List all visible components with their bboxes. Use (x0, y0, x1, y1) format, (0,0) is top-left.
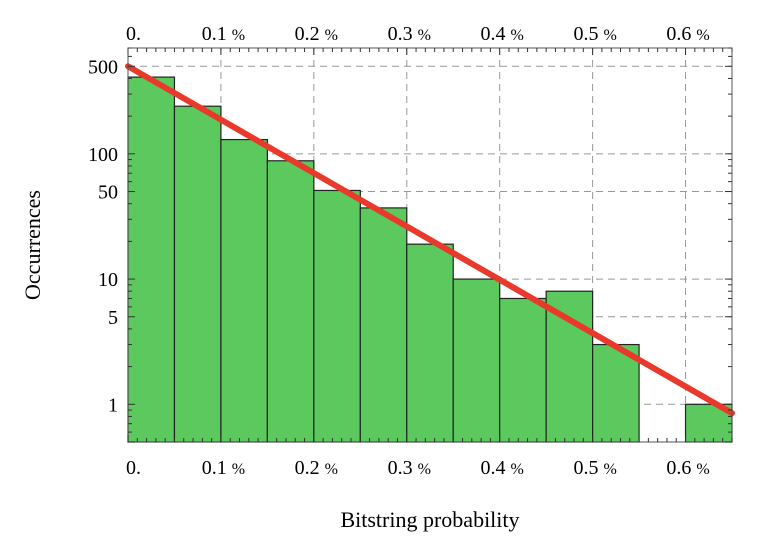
x-tick-label-bottom-value: 0.1 (202, 457, 227, 479)
histogram-bar-4 (313, 189, 361, 443)
x-tick-label-bottom-value: 0.2 (295, 457, 320, 479)
x-tick-label-bottom-value: 0. (126, 457, 141, 479)
x-tick-label-top-value: 0.6 (666, 23, 691, 45)
x-tick-label-top-unit: % (511, 27, 524, 44)
y-tick-label: 1 (108, 394, 118, 416)
x-tick-label-top-unit: % (325, 27, 338, 44)
histogram-bar-6 (406, 243, 454, 443)
x-tick-label-top-value: 0.4 (481, 23, 506, 45)
x-tick-label-top-value: 0.3 (388, 23, 413, 45)
x-tick-label-top: 0.1% (202, 23, 245, 45)
x-tick-label-bottom-value: 0.4 (481, 457, 506, 479)
x-tick-label-top-unit: % (603, 27, 616, 44)
x-tick-label-bottom-value: 0.3 (388, 457, 413, 479)
x-tick-label-top: 0.6% (666, 23, 709, 45)
x-tick-label-bottom: 0.5% (573, 457, 616, 479)
x-tick-label-top: 0.5% (573, 23, 616, 45)
x-tick-label-bottom: 0.1% (202, 457, 245, 479)
y-tick-label: 50 (98, 182, 118, 204)
x-tick-label-top-value: 0. (126, 23, 141, 45)
x-tick-label-bottom: 0.2% (295, 457, 338, 479)
axis-ticks (127, 47, 733, 443)
y-tick-label: 500 (88, 56, 118, 78)
x-tick-label-bottom-unit: % (325, 461, 338, 478)
x-tick-label-top: 0.2% (295, 23, 338, 45)
y-tick-label: 5 (108, 307, 118, 329)
y-axis-title: Occurrences (20, 190, 45, 300)
fit-line (125, 63, 735, 417)
plot-frame (127, 47, 733, 443)
fit-line-layer (125, 63, 735, 417)
histogram-bar-3 (266, 160, 315, 443)
histogram-bar-2 (220, 138, 268, 443)
x-tick-label-top-unit: % (232, 27, 245, 44)
x-tick-label-bottom-unit: % (511, 461, 524, 478)
y-tick-label: 100 (88, 144, 118, 166)
x-tick-label-top-unit: % (418, 27, 431, 44)
histogram-bar-1 (173, 105, 222, 443)
x-tick-label-bottom-value: 0.6 (666, 457, 691, 479)
x-tick-label-top-value: 0.5 (573, 23, 598, 45)
x-tick-label-top: 0.3% (388, 23, 431, 45)
x-tick-label-top-value: 0.2 (295, 23, 320, 45)
x-tick-label-bottom-unit: % (603, 461, 616, 478)
x-axis-title: Bitstring probability (340, 507, 519, 532)
x-tick-label-top-unit: % (696, 27, 709, 44)
y-tick-label: 10 (98, 269, 118, 291)
x-tick-label-bottom-unit: % (418, 461, 431, 478)
x-tick-label-bottom-unit: % (696, 461, 709, 478)
x-tick-label-bottom: 0.3% (388, 457, 431, 479)
x-tick-label-bottom: 0.4% (481, 457, 524, 479)
histogram-bar-8 (499, 297, 547, 443)
histogram-bar-7 (452, 278, 501, 443)
histogram-bar-10 (592, 343, 640, 443)
x-tick-label-bottom: 0. (126, 457, 141, 479)
x-tick-label-top-value: 0.1 (202, 23, 227, 45)
x-tick-label-top: 0. (126, 23, 141, 45)
histogram-bar-5 (359, 207, 408, 443)
x-tick-label-top: 0.4% (481, 23, 524, 45)
x-tick-label-bottom-unit: % (232, 461, 245, 478)
histogram-bar-0 (127, 76, 176, 443)
tick-labels: 0.0.0.1 %0.1 %0.2 %0.2 %0.3 %0.3 %0.4 %0.4 %0.5%… (88, 23, 710, 479)
x-tick-label-bottom-value: 0.5 (573, 457, 598, 479)
x-tick-label-bottom: 0.6% (666, 457, 709, 479)
histogram-bars (127, 76, 733, 443)
